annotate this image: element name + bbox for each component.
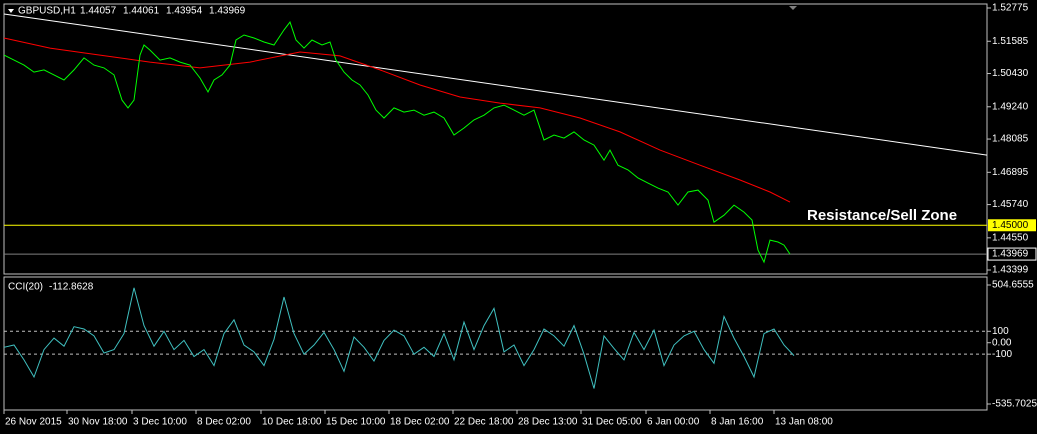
x-tick-label: 3 Dec 10:00	[133, 417, 187, 428]
shift-marker	[789, 6, 797, 10]
x-tick-label: 22 Dec 18:00	[454, 417, 514, 428]
series-line	[3, 21, 791, 264]
quote: 1.43969	[209, 6, 246, 17]
price-label-box	[988, 219, 1036, 232]
series-line	[3, 37, 791, 203]
y-tick-label: 100	[992, 326, 1009, 337]
y-tick-label: 1.50430	[992, 68, 1029, 79]
y-tick-label: -100	[992, 349, 1012, 360]
menu-icon	[8, 9, 14, 13]
x-tick-label: 18 Dec 02:00	[390, 417, 450, 428]
price-label: 1.43969	[992, 249, 1029, 260]
y-tick-label: 1.52775	[992, 3, 1029, 14]
quote: 1.44061	[123, 6, 160, 17]
price-label-box	[987, 247, 1037, 261]
x-tick-label: 31 Dec 05:00	[582, 417, 642, 428]
y-tick-label: 1.51585	[992, 36, 1029, 47]
cci-current: -112.8628	[49, 282, 94, 293]
quote: 1.43954	[166, 6, 203, 17]
x-tick-label: 28 Dec 13:00	[518, 417, 578, 428]
y-tick-label: 1.43399	[992, 265, 1029, 276]
y-tick-label: 0.00	[992, 337, 1012, 348]
cci-panel	[3, 276, 988, 411]
x-tick-label: 30 Nov 18:00	[68, 417, 128, 428]
series-line	[3, 287, 795, 389]
symbol: GBPUSD,H1	[18, 6, 76, 17]
x-tick-label: 8 Jan 16:00	[711, 417, 764, 428]
y-tick-label: -535.7025	[992, 399, 1037, 410]
y-tick-label: 504.6555	[992, 280, 1034, 291]
x-tick-label: 13 Jan 08:00	[775, 417, 833, 428]
x-tick-label: 15 Dec 10:00	[326, 417, 386, 428]
y-tick-label: 1.46895	[992, 167, 1029, 178]
series-line	[3, 13, 988, 156]
x-tick-label: 8 Dec 02:00	[197, 417, 251, 428]
x-tick-label: 6 Jan 00:00	[647, 417, 700, 428]
y-tick-label: 1.45740	[992, 199, 1029, 210]
x-tick-label: 10 Dec 18:00	[262, 417, 322, 428]
cci-title: CCI(20)	[8, 282, 43, 293]
y-tick-label: 1.49240	[992, 101, 1029, 112]
y-tick-label: 1.44550	[992, 232, 1029, 243]
price-label: 1.45000	[992, 220, 1029, 231]
price-panel	[3, 3, 988, 275]
quote: 1.44057	[80, 6, 117, 17]
y-tick-label: 1.48085	[992, 134, 1029, 145]
annotation: Resistance/Sell Zone	[807, 207, 957, 224]
x-tick-label: 26 Nov 2015	[5, 417, 62, 428]
